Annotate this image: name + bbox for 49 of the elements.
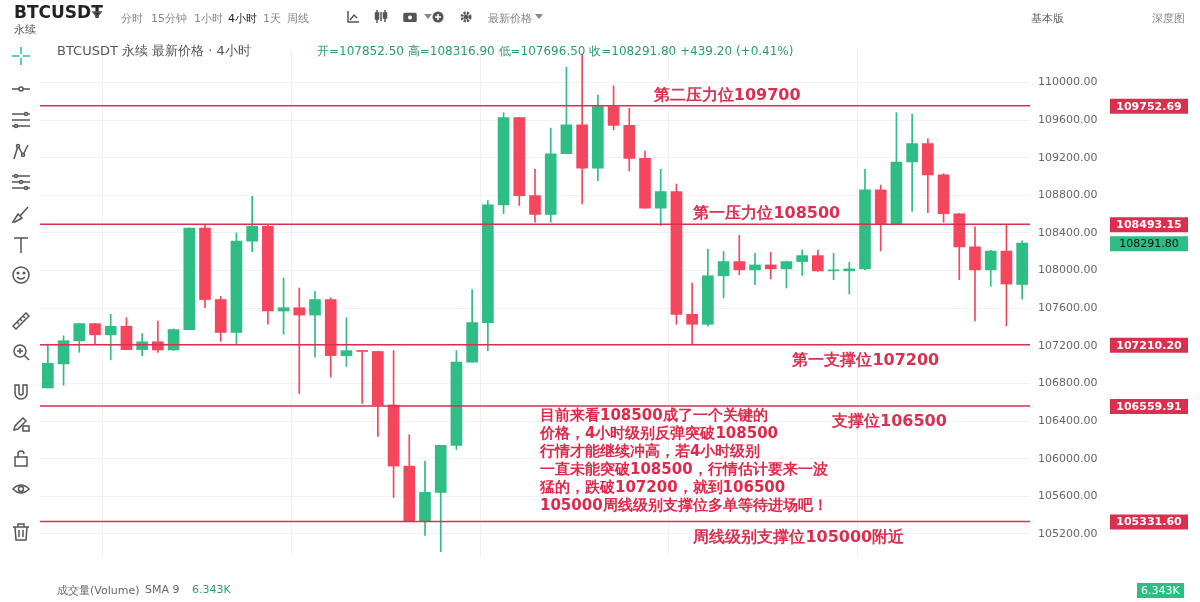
text: 4小时 [228, 11, 257, 26]
text: SMA 9 [145, 583, 180, 596]
text: 15分钟 [151, 11, 187, 26]
chart-subtitle: 开=107852.50 高=108316.90 低=107696.50 收=108291.80 +439.20 (+0.41%) [317, 43, 794, 60]
text: 107210.20 [1116, 338, 1183, 352]
y-tick-label: 107600.00 [1038, 301, 1098, 315]
chart-title: BTCUSDT 永续 最新价格 · 4小时 [57, 42, 251, 60]
y-tick-label: 109200.00 [1038, 150, 1098, 164]
candlestick [104, 313, 117, 361]
text: 基本版 [1031, 11, 1064, 26]
ref-line-label: 支撑位106500 [831, 411, 947, 431]
y-tick-label: 106000.00 [1038, 451, 1098, 465]
ref-line-label: 第二压力位109700 [652, 84, 801, 104]
text: 106559.91 [1116, 399, 1182, 413]
ref-line-label: 周线级别支撑位105000附近 [692, 526, 906, 546]
text: 深度图 [1152, 11, 1185, 26]
text: 108493.15 [1116, 218, 1182, 232]
y-tick-label: 105200.00 [1038, 526, 1098, 540]
candlestick [749, 253, 761, 286]
candlestick [906, 113, 918, 212]
y-tick-label: 109600.00 [1038, 112, 1098, 126]
text: BTCUSDT [14, 2, 103, 22]
text: 6.343K [192, 583, 231, 596]
candlestick [356, 350, 368, 404]
text: 108291.80 [1119, 237, 1179, 251]
y-tick-label: 110000.00 [1038, 75, 1098, 89]
text: 6.343K [1137, 583, 1184, 598]
text: 周线 [287, 11, 309, 26]
y-tick-label: 108800.00 [1038, 188, 1098, 202]
ref-line-label: 第一支撑位107200 [791, 349, 940, 369]
y-tick-label: 106400.00 [1038, 413, 1098, 427]
text: 永续 [14, 22, 36, 37]
y-tick-label: 105600.00 [1038, 489, 1098, 503]
text: 109752.69 [1116, 99, 1182, 113]
text: 最新价格 [488, 11, 532, 26]
annotation: 目前来看108500成了一个关键的价格，4小时级别反弹突破108500行情才能继续冲高，若4小时级别一直未能突破108500，行情估计要来一波猛的，跌破107200，就到106500105000周线级别支撑位多单等待进场吧！ [540, 406, 828, 514]
text: 分时 [121, 11, 143, 26]
text: 105331.60 [1116, 515, 1183, 529]
text: 1天 [263, 11, 281, 26]
candlestick [293, 287, 306, 394]
y-tick-label: 108400.00 [1038, 225, 1098, 239]
y-tick-label: 108000.00 [1038, 263, 1098, 277]
y-tick-label: 106800.00 [1038, 376, 1098, 390]
candlestick [686, 282, 698, 345]
text: 1小时 [194, 11, 223, 26]
candlestick [733, 234, 746, 276]
y-tick-label: 107200.00 [1038, 338, 1098, 352]
text: 成交量(Volume) [57, 583, 140, 598]
ref-line-label: 第一压力位108500 [692, 203, 841, 223]
